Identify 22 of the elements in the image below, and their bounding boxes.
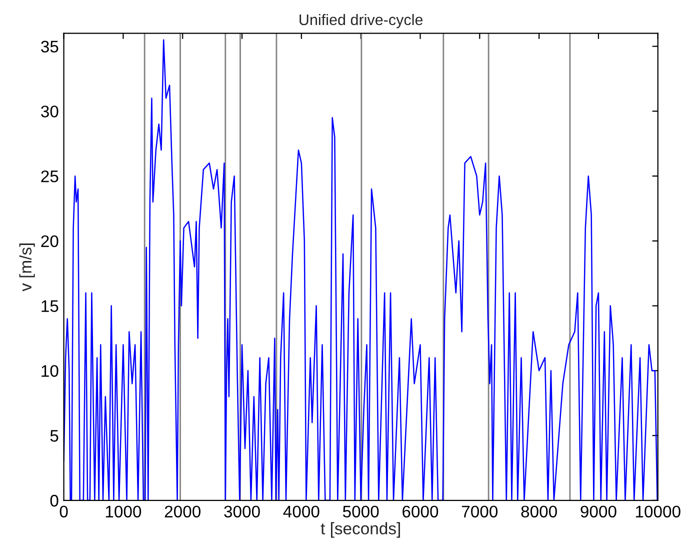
y-tick-label: 0 (50, 494, 58, 507)
x-tick-label: 9000 (580, 506, 616, 518)
x-tick-label: 4000 (283, 506, 320, 518)
y-tick-label: 30 (41, 106, 58, 118)
y-tick-label: 15 (42, 300, 58, 312)
x-tick-label: 0 (60, 506, 68, 518)
x-tick-label: 6000 (402, 506, 438, 518)
x-tick-label: 8000 (521, 506, 557, 518)
x-tick-label: 2000 (164, 506, 200, 518)
chart-title: Unified drive-cycle (300, 14, 423, 28)
y-tick-label: 5 (50, 430, 58, 442)
x-axis-title: t [seconds] (320, 522, 400, 538)
x-tick-label: 1000 (106, 506, 142, 518)
x-tick-label: 10000 (636, 506, 680, 518)
x-tick-label: 7000 (462, 506, 498, 518)
x-tick-label: 3000 (224, 506, 260, 518)
y-tick-label: 20 (41, 235, 58, 248)
y-tick-label: 25 (41, 170, 58, 182)
y-tick-label: 35 (41, 40, 58, 53)
y-axis-title: v [m/s] (19, 244, 35, 292)
x-tick-label: 5000 (342, 506, 379, 518)
y-tick-label: 10 (42, 365, 58, 377)
